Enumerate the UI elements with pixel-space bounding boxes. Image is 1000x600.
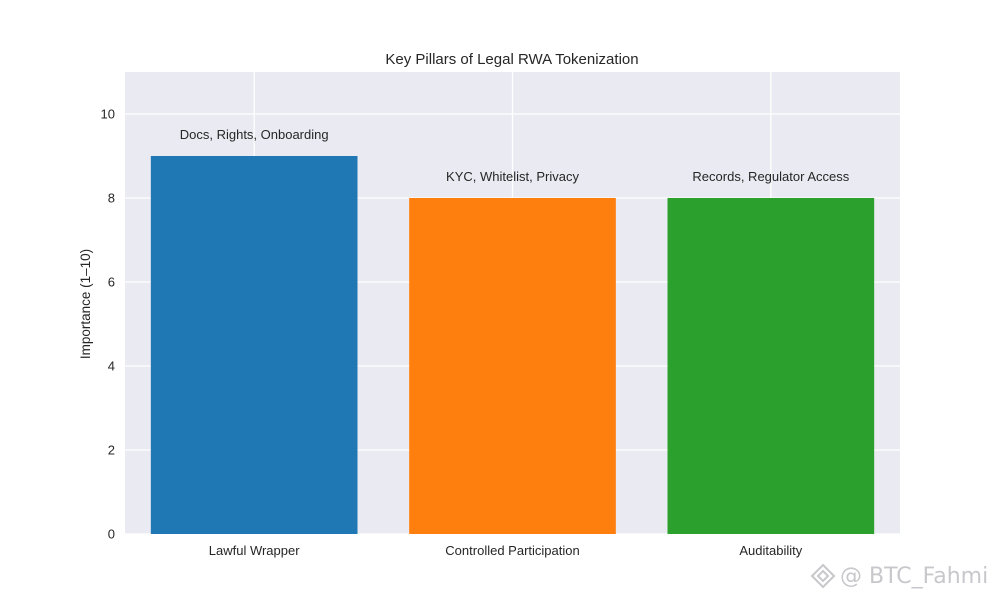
bar [150,156,358,534]
watermark: @ BTC_Fahmi [810,562,988,590]
y-tick-label: 10 [101,107,115,122]
y-axis-label: Importance (1–10) [78,249,93,359]
bar-annotation: KYC, Whitelist, Privacy [446,169,579,184]
bar-annotation: Records, Regulator Access [692,169,849,184]
y-ticks: 0 2 4 6 8 10 [101,107,115,542]
annotations: Docs, Rights, Onboarding KYC, Whitelist, … [180,127,850,184]
y-tick-label: 2 [108,443,115,458]
chart-title: Key Pillars of Legal RWA Tokenization [385,51,638,68]
y-tick-label: 0 [108,527,115,542]
x-ticks: Lawful Wrapper Controlled Participation Au… [209,543,803,558]
bars [150,156,875,534]
bar [667,198,875,534]
x-tick-label: Lawful Wrapper [209,543,300,558]
y-tick-label: 6 [108,275,115,290]
watermark-text: @ BTC_Fahmi [840,563,989,589]
x-tick-label: Auditability [739,543,802,558]
y-tick-label: 4 [108,359,115,374]
bar [409,198,616,534]
y-tick-label: 8 [108,191,115,206]
bar-annotation: Docs, Rights, Onboarding [180,127,329,142]
x-tick-label: Controlled Participation [445,543,579,558]
diamond-logo-icon [810,563,836,589]
